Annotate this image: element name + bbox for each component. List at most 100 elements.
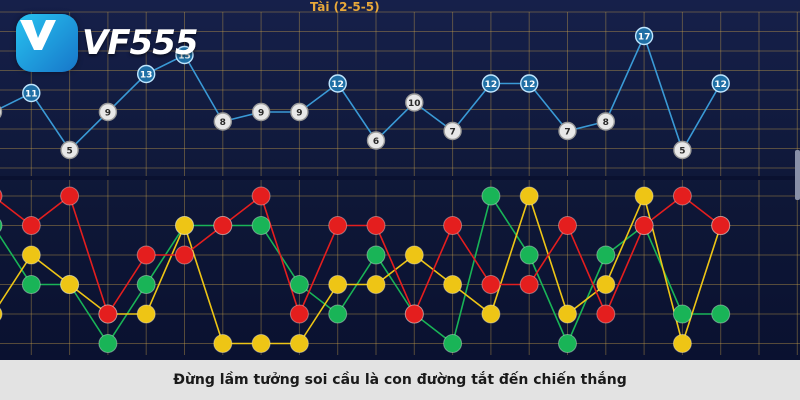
yellow-dot — [0, 307, 3, 321]
yellow-dot — [21, 245, 41, 265]
sum-node-label: 11 — [25, 90, 38, 100]
red-dot — [558, 216, 577, 235]
green-dot — [289, 275, 309, 294]
sum-node-label: 8 — [220, 118, 226, 128]
red-dot — [21, 216, 41, 235]
yellow-dot — [136, 304, 156, 324]
green-dot — [596, 245, 616, 265]
red-dot — [60, 186, 80, 206]
red-dot — [328, 216, 348, 235]
red-dot — [481, 275, 501, 294]
sum-node-label: 5 — [66, 147, 72, 157]
red-dot — [366, 216, 386, 235]
sum-node-label: 12 — [714, 80, 727, 90]
green-dot — [672, 304, 692, 324]
red-dot — [251, 186, 271, 206]
yellow-dot — [596, 275, 616, 294]
red-dot — [98, 304, 118, 324]
yellow-dot — [519, 186, 539, 206]
sum-node-label: 10 — [408, 99, 421, 109]
green-dot — [136, 275, 156, 294]
red-dot — [289, 304, 309, 324]
sum-node-label: 8 — [603, 118, 609, 128]
sum-node — [634, 26, 654, 46]
yellow-dot — [289, 334, 309, 353]
yellow-dot — [60, 275, 80, 294]
yellow-dot — [634, 186, 654, 206]
sum-node — [251, 102, 271, 122]
red-dot — [634, 216, 654, 235]
yellow-dot — [481, 304, 501, 324]
sum-node — [0, 106, 3, 118]
sum-node-label: 15 — [178, 52, 191, 62]
sum-node — [405, 93, 424, 112]
sum-node — [290, 102, 309, 122]
green-dot — [558, 334, 577, 353]
sum-node-label: 9 — [296, 109, 302, 119]
yellow-dot — [328, 275, 348, 294]
yellow-dot — [213, 334, 233, 353]
green-dot — [328, 304, 348, 324]
sum-node-label: 12 — [331, 80, 344, 90]
brand-name: VF555 — [82, 23, 199, 63]
sum-node — [136, 64, 156, 84]
sum-node-label: 7 — [449, 128, 455, 138]
sum-node-label: 7 — [564, 128, 570, 138]
sum-node-label: 12 — [523, 80, 536, 90]
yellow-dot — [404, 245, 424, 265]
sum-node — [213, 112, 233, 131]
yellow-dot — [672, 334, 692, 353]
sum-node — [98, 102, 118, 122]
yellow-dot — [558, 304, 577, 324]
red-dot — [672, 186, 692, 206]
sum-node-label: 17 — [638, 33, 651, 43]
sum-node — [366, 131, 386, 150]
yellow-dot — [175, 216, 194, 235]
sum-node — [711, 74, 730, 93]
green-dot — [21, 275, 41, 294]
red-dot — [711, 216, 731, 235]
sum-node — [481, 74, 501, 93]
yellow-dot — [366, 275, 386, 294]
red-dot — [443, 216, 463, 235]
red-dot — [175, 245, 194, 265]
green-dot — [519, 245, 539, 265]
soi-cau-board: 91159131589912610712127817512 Tài (2-5-5… — [0, 0, 800, 360]
green-dot — [711, 304, 731, 324]
red-dot — [404, 304, 424, 324]
yellow-dot — [443, 275, 463, 294]
sum-node — [22, 83, 41, 103]
red-dot — [519, 275, 539, 294]
sum-node — [673, 140, 692, 160]
scroll-handle[interactable] — [795, 150, 800, 200]
red-trend-line — [0, 194, 722, 317]
green-dot — [0, 219, 3, 232]
sum-node — [558, 121, 577, 141]
sum-node-label: 13 — [140, 71, 153, 81]
red-dot — [136, 245, 156, 265]
sum-node — [328, 74, 347, 93]
red-dot — [213, 216, 233, 235]
caption: Đừng lầm tưởng soi cầu là con đường tắt … — [0, 360, 800, 400]
board-title: Tài (2-5-5) — [310, 0, 380, 14]
green-dot — [366, 245, 386, 265]
green-dot — [443, 334, 463, 353]
sum-node — [596, 112, 615, 131]
sum-node-label: 5 — [679, 147, 685, 157]
red-dot — [0, 189, 3, 203]
yellow-dot — [251, 334, 271, 353]
trend-charts: 91159131589912610712127817512 — [0, 11, 800, 355]
sum-node — [60, 140, 79, 160]
sum-node-label: 9 — [105, 109, 111, 119]
red-dot — [596, 304, 616, 324]
vf555-logo: VF555 — [16, 14, 199, 72]
green-dot — [481, 186, 501, 206]
green-dot — [98, 334, 118, 353]
sum-node-label: 12 — [485, 80, 498, 90]
sum-node — [175, 45, 194, 65]
sum-node-label: 9 — [258, 109, 264, 119]
sum-node — [443, 121, 462, 141]
sum-node — [520, 74, 539, 93]
sum-node-label: 6 — [373, 137, 379, 147]
logo-v-icon — [16, 14, 78, 72]
